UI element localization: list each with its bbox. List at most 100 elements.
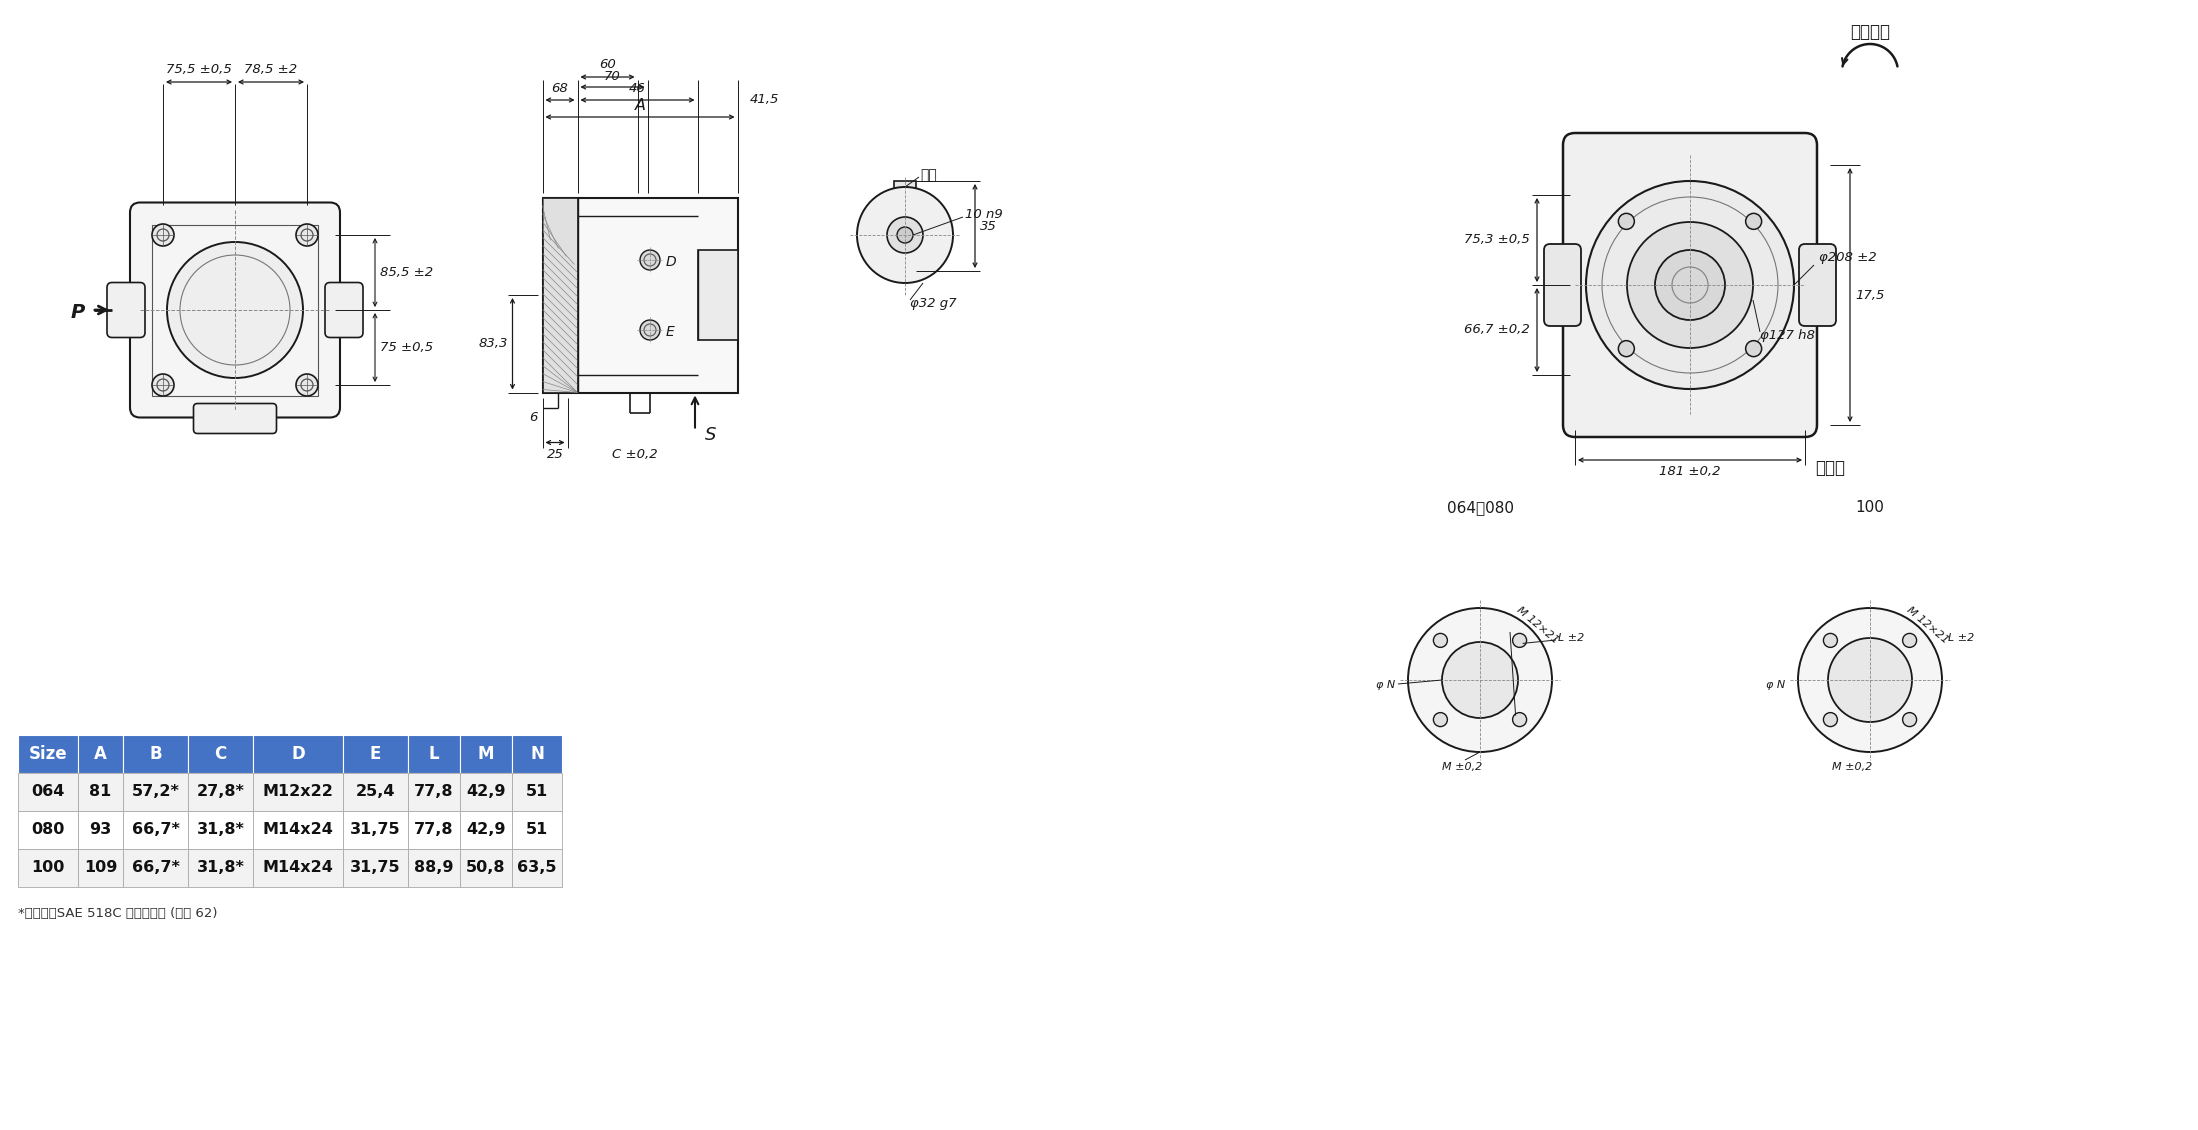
Text: A: A	[95, 745, 108, 763]
Text: 66,7*: 66,7*	[132, 823, 180, 837]
Text: 57,2*: 57,2*	[132, 784, 180, 800]
Text: 42,9: 42,9	[466, 784, 506, 800]
Text: 75,5 ±0,5: 75,5 ±0,5	[167, 63, 231, 77]
Text: M12x22: M12x22	[262, 784, 334, 800]
Text: 100: 100	[1855, 501, 1884, 515]
Bar	[459, 734, 512, 773]
Text: 迴轉方向: 迴轉方向	[1851, 23, 1890, 41]
Circle shape	[167, 242, 303, 379]
Text: 42,9: 42,9	[466, 823, 506, 837]
Text: 93: 93	[90, 823, 112, 837]
Bar	[189, 773, 253, 811]
Text: 50,8: 50,8	[466, 861, 506, 876]
Circle shape	[1903, 713, 1917, 727]
Text: 78,5 ±2: 78,5 ±2	[244, 63, 297, 77]
Text: M: M	[477, 745, 495, 763]
Circle shape	[1745, 214, 1761, 229]
Bar	[459, 811, 512, 849]
Circle shape	[1587, 181, 1794, 389]
Bar	[543, 198, 578, 392]
Text: 51: 51	[525, 823, 547, 837]
Text: 66,7 ±0,2: 66,7 ±0,2	[1464, 323, 1530, 337]
Bar	[253, 734, 343, 773]
Text: φ N: φ N	[1765, 680, 1785, 690]
Circle shape	[1512, 713, 1528, 727]
Bar	[189, 811, 253, 849]
FancyBboxPatch shape	[130, 202, 341, 417]
Text: 63,5: 63,5	[517, 861, 556, 876]
Text: 6: 6	[530, 411, 539, 424]
Text: D: D	[666, 255, 677, 269]
Text: 25: 25	[547, 447, 563, 461]
Bar	[189, 849, 253, 887]
Text: 31,75: 31,75	[349, 861, 400, 876]
Bar	[409, 849, 459, 887]
Bar	[123, 811, 189, 849]
Text: 100: 100	[31, 861, 64, 876]
Bar	[697, 250, 739, 340]
Bar	[512, 734, 563, 773]
Text: 064、080: 064、080	[1446, 501, 1514, 515]
Bar	[77, 773, 123, 811]
Text: 31,75: 31,75	[349, 823, 400, 837]
Text: C ±0,2: C ±0,2	[613, 447, 657, 461]
Text: N: N	[530, 745, 543, 763]
Circle shape	[152, 374, 174, 396]
Text: 66,7*: 66,7*	[132, 861, 180, 876]
Bar	[343, 849, 409, 887]
Text: 75,3 ±0,5: 75,3 ±0,5	[1464, 234, 1530, 246]
Text: 68: 68	[552, 82, 569, 96]
Text: P: P	[70, 303, 86, 322]
Text: 080: 080	[31, 823, 64, 837]
Bar	[409, 734, 459, 773]
Bar	[459, 849, 512, 887]
Text: 75 ±0,5: 75 ±0,5	[380, 341, 433, 354]
Text: 77,8: 77,8	[413, 823, 453, 837]
Bar	[123, 849, 189, 887]
Text: M14x24: M14x24	[262, 823, 334, 837]
Bar	[253, 811, 343, 849]
Text: 46: 46	[629, 82, 646, 96]
Bar	[343, 811, 409, 849]
Text: 064: 064	[31, 784, 64, 800]
Bar	[18, 773, 77, 811]
Text: 35: 35	[980, 219, 996, 233]
Text: E: E	[666, 325, 675, 339]
Circle shape	[1433, 713, 1448, 727]
Bar	[18, 811, 77, 849]
Circle shape	[1618, 340, 1635, 357]
FancyBboxPatch shape	[1543, 244, 1580, 325]
Circle shape	[897, 227, 912, 243]
Bar	[152, 225, 319, 396]
Text: Size: Size	[29, 745, 68, 763]
Text: L ±2: L ±2	[1558, 633, 1585, 643]
Circle shape	[1433, 634, 1448, 647]
Circle shape	[1409, 608, 1552, 751]
Bar	[77, 811, 123, 849]
Text: M 12×21: M 12×21	[1906, 605, 1950, 645]
Bar	[77, 734, 123, 773]
Bar	[123, 773, 189, 811]
Circle shape	[1745, 340, 1761, 357]
FancyBboxPatch shape	[1563, 133, 1818, 437]
Circle shape	[297, 374, 319, 396]
Text: 轴心: 轴心	[921, 168, 936, 182]
FancyBboxPatch shape	[1798, 244, 1835, 325]
Bar	[77, 849, 123, 887]
Circle shape	[1655, 250, 1725, 320]
Circle shape	[1903, 634, 1917, 647]
Circle shape	[1798, 608, 1943, 751]
Bar	[459, 773, 512, 811]
Circle shape	[640, 320, 659, 340]
Text: φ127 h8: φ127 h8	[1761, 329, 1816, 341]
Circle shape	[888, 217, 923, 253]
Bar	[409, 811, 459, 849]
Bar	[543, 198, 739, 392]
FancyBboxPatch shape	[108, 282, 145, 338]
Text: φ N: φ N	[1376, 680, 1396, 690]
Text: 27,8*: 27,8*	[196, 784, 244, 800]
Bar	[18, 734, 77, 773]
Text: 109: 109	[84, 861, 116, 876]
Text: 41,5: 41,5	[750, 94, 778, 106]
Bar	[123, 734, 189, 773]
